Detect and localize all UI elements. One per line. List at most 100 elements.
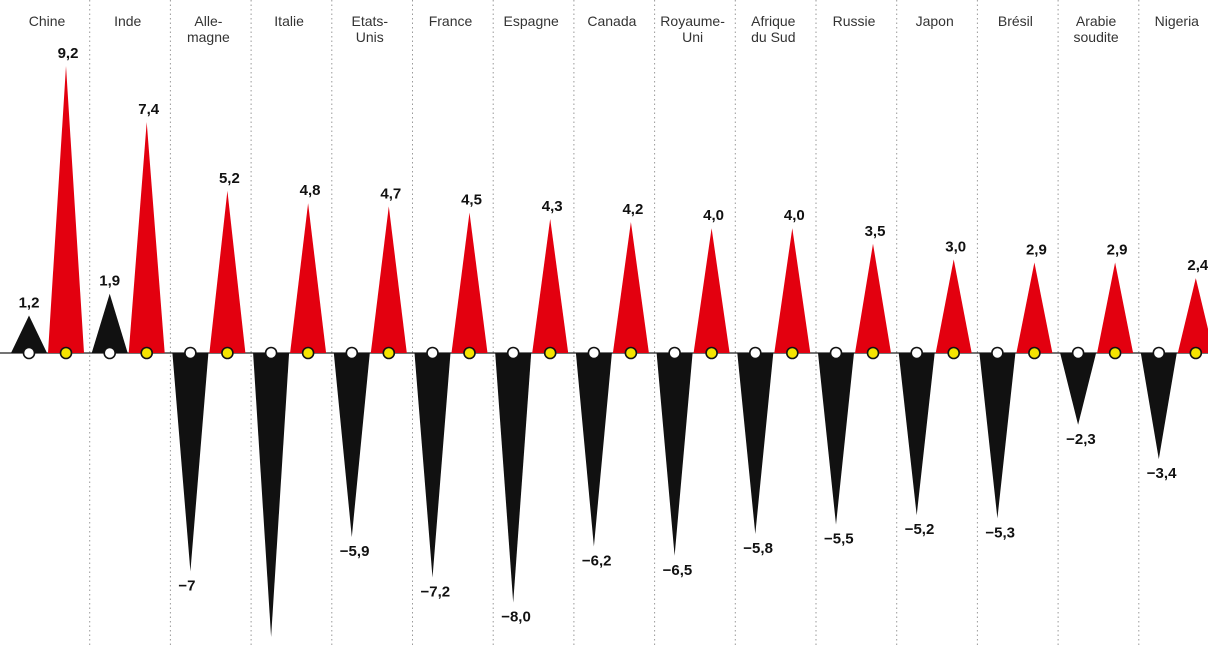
red-triangle-bar (1178, 278, 1208, 353)
white-dot-marker (831, 348, 842, 359)
value-label: 2,4 (1187, 257, 1208, 274)
category-label: Canada (587, 13, 636, 29)
red-triangle-bar (936, 259, 972, 353)
red-triangle-bar (774, 228, 810, 353)
yellow-dot-marker (948, 348, 959, 359)
yellow-dot-marker (545, 348, 556, 359)
category-label: Russie (833, 13, 876, 29)
black-triangle-bar (576, 353, 612, 546)
category-label-line: Uni (682, 29, 703, 45)
black-triangle-bar (92, 294, 128, 353)
category-label: France (429, 13, 473, 29)
category-label: Etats-Unis (352, 13, 389, 45)
value-label: −5,2 (905, 521, 935, 538)
white-dot-marker (588, 348, 599, 359)
category-label-line: Alle- (194, 13, 222, 29)
value-label: −7,2 (421, 584, 451, 601)
yellow-dot-marker (61, 348, 72, 359)
value-label: 4,3 (542, 198, 563, 215)
white-dot-marker (427, 348, 438, 359)
value-label: −3,4 (1147, 465, 1177, 482)
red-triangle-bar (694, 228, 730, 353)
value-label: 4,7 (380, 185, 401, 202)
category-label: Japon (916, 13, 954, 29)
category-label-line: France (429, 13, 473, 29)
category-label-line: Arabie (1076, 13, 1117, 29)
black-triangle-bar (334, 353, 370, 537)
category-label-line: Italie (274, 13, 304, 29)
white-dot-marker (24, 348, 35, 359)
category-label-line: Royaume- (660, 13, 725, 29)
category-label-line: Chine (29, 13, 66, 29)
value-label: −5,9 (340, 543, 370, 560)
white-dot-marker (266, 348, 277, 359)
value-label: 1,2 (19, 295, 40, 312)
white-dot-marker (669, 348, 680, 359)
black-triangle-bar (495, 353, 531, 603)
black-triangle-bar (979, 353, 1015, 518)
value-label: 4,2 (622, 201, 643, 218)
value-label: −5,5 (824, 531, 854, 548)
black-triangle-bar (1060, 353, 1096, 425)
black-triangle-bar (415, 353, 451, 578)
white-dot-marker (1073, 348, 1084, 359)
value-label: 3,5 (865, 223, 886, 240)
black-triangle-bar (818, 353, 854, 525)
yellow-dot-marker (1029, 348, 1040, 359)
yellow-dot-marker (1190, 348, 1201, 359)
value-label: 1,9 (99, 273, 120, 290)
red-triangle-bar (532, 219, 568, 353)
yellow-dot-marker (1110, 348, 1121, 359)
red-triangle-bar (371, 206, 407, 353)
value-label: 2,9 (1107, 242, 1128, 259)
white-dot-marker (104, 348, 115, 359)
red-triangle-bar (209, 191, 245, 353)
black-triangle-bar (737, 353, 773, 534)
red-triangle-bar (452, 213, 488, 353)
yellow-dot-marker (222, 348, 233, 359)
category-label: Alle-magne (187, 13, 230, 45)
category-label-line: magne (187, 29, 230, 45)
red-triangle-bar (48, 66, 84, 353)
value-label: −7 (178, 577, 195, 594)
white-dot-marker (346, 348, 357, 359)
category-label-line: Etats- (352, 13, 389, 29)
black-triangle-bar (1141, 353, 1177, 459)
category-label: Espagne (504, 13, 559, 29)
value-label: 4,0 (703, 207, 724, 224)
category-label: Royaume-Uni (660, 13, 725, 45)
value-label: −5,8 (743, 540, 773, 557)
white-dot-marker (750, 348, 761, 359)
value-label: 4,5 (461, 192, 482, 209)
white-dot-marker (508, 348, 519, 359)
category-label-line: Russie (833, 13, 876, 29)
red-triangle-bar (290, 203, 326, 353)
red-triangle-bar (1097, 263, 1133, 353)
black-triangle-bar (253, 353, 289, 637)
yellow-dot-marker (383, 348, 394, 359)
category-label-line: Japon (916, 13, 954, 29)
value-label: 9,2 (58, 45, 79, 62)
white-dot-marker (992, 348, 1003, 359)
red-triangle-bar (129, 122, 165, 353)
value-label: −6,2 (582, 552, 612, 569)
category-label: Italie (274, 13, 304, 29)
category-label: Arabie soudite (1074, 13, 1119, 45)
red-triangle-bar (855, 244, 891, 353)
category-label-line: Unis (356, 29, 384, 45)
value-label: 2,9 (1026, 242, 1047, 259)
red-triangle-bar (1016, 263, 1052, 353)
category-label-line: Brésil (998, 13, 1033, 29)
yellow-dot-marker (464, 348, 475, 359)
black-triangle-bar (657, 353, 693, 556)
value-label: 4,0 (784, 207, 805, 224)
category-label-line: Nigeria (1155, 13, 1200, 29)
black-triangle-bar (899, 353, 935, 515)
value-label: 4,8 (300, 182, 321, 199)
yellow-dot-marker (625, 348, 636, 359)
category-label-line: du Sud (751, 29, 795, 45)
category-label: Nigeria (1155, 13, 1200, 29)
column-separators (90, 0, 1139, 646)
value-label: 3,0 (945, 238, 966, 255)
